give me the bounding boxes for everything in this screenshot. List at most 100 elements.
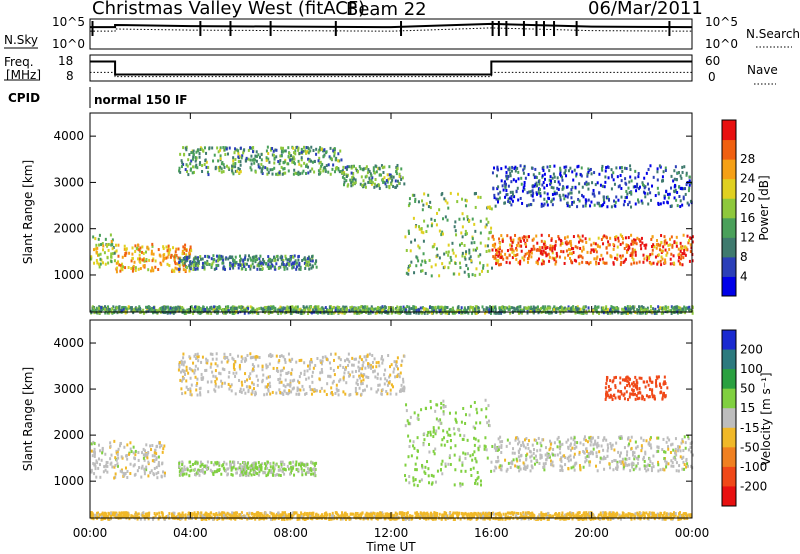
power-echo — [213, 267, 216, 271]
power-echo — [454, 261, 457, 265]
power-echo — [522, 171, 525, 175]
velocity-echo — [200, 463, 203, 467]
power-echo — [647, 256, 650, 260]
power-echo — [387, 306, 390, 310]
power-echo — [621, 307, 624, 311]
power-echo — [691, 259, 694, 263]
power-echo — [436, 306, 439, 310]
power-echo — [219, 146, 222, 150]
power-echo — [271, 258, 274, 262]
power-echo — [113, 259, 116, 263]
velocity-echo — [230, 389, 233, 393]
power-echo — [687, 306, 690, 310]
power-echo — [546, 246, 549, 250]
velocity-echo — [313, 473, 316, 477]
power-echo — [629, 254, 632, 258]
power-echo — [319, 167, 322, 171]
power-echo — [647, 187, 650, 191]
power-echo — [673, 240, 676, 244]
power-echo — [405, 311, 408, 315]
power-echo — [605, 246, 608, 250]
power-echo — [238, 154, 241, 158]
power-echo — [479, 219, 482, 223]
power-echo — [234, 147, 237, 151]
power-echo — [404, 306, 407, 310]
velocity-echo — [276, 367, 279, 371]
velocity-echo — [281, 470, 284, 474]
power-echo — [233, 259, 236, 263]
power-echo — [479, 241, 482, 245]
velocity-echo — [267, 471, 270, 475]
power-echo — [565, 249, 568, 253]
power-echo — [424, 271, 427, 275]
power-echo — [104, 311, 107, 315]
power-echo — [476, 311, 479, 315]
velocity-echo — [351, 356, 354, 360]
power-echo — [394, 179, 397, 183]
power-echo — [664, 258, 667, 262]
power-echo — [657, 305, 660, 309]
velocity-echo — [244, 359, 247, 363]
power-echo — [576, 246, 579, 250]
power-echo — [547, 252, 550, 256]
power-echo — [675, 244, 678, 248]
power-echo — [252, 150, 255, 154]
power-echo — [196, 166, 199, 170]
velocity-echo — [200, 360, 203, 364]
power-echo — [553, 180, 556, 184]
power-echo — [620, 260, 623, 264]
power-echo — [298, 152, 301, 156]
freq-tick-low: 8 — [66, 69, 74, 83]
power-echo — [632, 185, 635, 189]
power-echo — [550, 185, 553, 189]
velocity-echo — [214, 375, 217, 379]
power-echo — [614, 238, 617, 242]
velocity-echo — [392, 385, 395, 389]
velocity-echo — [292, 386, 295, 390]
power-echo — [194, 305, 197, 309]
velocity-echo — [342, 378, 345, 382]
power-echo — [420, 311, 423, 315]
power-echo — [491, 308, 494, 312]
velocity-echo — [187, 371, 190, 375]
power-echo — [623, 199, 626, 203]
velocity-echo — [388, 375, 391, 379]
power-echo — [148, 308, 151, 312]
power-echo — [548, 259, 551, 263]
power-echo — [627, 236, 630, 240]
velocity-echo — [444, 464, 447, 468]
power-echo — [203, 265, 206, 269]
power-echo — [482, 308, 485, 312]
velocity-echo — [94, 465, 97, 469]
velocity-echo — [93, 451, 96, 455]
power-echo — [364, 182, 367, 186]
power-echo — [315, 152, 318, 156]
velocity-echo — [200, 372, 203, 376]
power-echo — [656, 178, 659, 182]
velocity-echo — [351, 370, 354, 374]
power-echo — [366, 308, 369, 312]
power-echo — [280, 146, 283, 150]
velocity-echo — [311, 388, 314, 392]
power-echo — [327, 170, 330, 174]
velocity-echo — [416, 484, 419, 488]
power-echo — [629, 175, 632, 179]
velocity-echo — [360, 379, 363, 383]
power-echo — [125, 247, 128, 251]
power-echo — [602, 198, 605, 202]
power-echo — [624, 196, 627, 200]
velocity-echo — [280, 380, 283, 384]
power-echo — [344, 305, 347, 309]
power-echo — [447, 206, 450, 210]
power-echo — [436, 253, 439, 257]
power-echo — [314, 305, 317, 309]
velocity-echo — [251, 369, 254, 373]
power-echo — [203, 267, 206, 271]
power-echo — [440, 233, 443, 237]
power-echo — [251, 307, 254, 311]
power-echo — [553, 308, 556, 312]
power-echo — [674, 305, 677, 309]
power-echo — [496, 165, 499, 169]
power-echo — [260, 158, 263, 162]
velocity-echo — [199, 464, 202, 468]
